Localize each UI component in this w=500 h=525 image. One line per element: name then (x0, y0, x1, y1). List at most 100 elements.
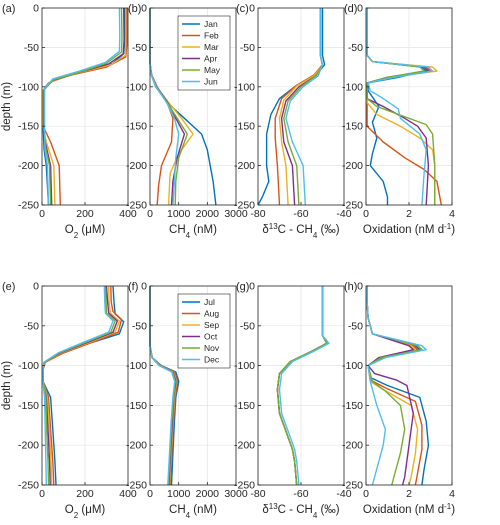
legend-entry-jul: Jul (204, 297, 215, 307)
panel-letter: (b) (128, 3, 141, 15)
x-tick-label: 2 (406, 208, 412, 220)
y-tick-label: -250 (234, 200, 255, 212)
y-tick-label: -200 (126, 440, 147, 452)
legend-entry-sep: Sep (204, 320, 219, 330)
panel-letter: (h) (344, 281, 357, 293)
y-tick-label: -50 (132, 320, 147, 332)
y-tick-label: -50 (348, 42, 363, 54)
y-tick-label: -150 (18, 121, 39, 133)
y-tick-label: -200 (342, 440, 363, 452)
panel-letter: (g) (236, 281, 249, 293)
x-axis-label: Oxidation (nM d-1) (363, 502, 455, 517)
x-tick-label: 200 (76, 488, 94, 500)
x-axis-label: CH4 (nM) (169, 224, 217, 240)
y-tick-label: -100 (126, 360, 147, 372)
y-tick-label: -250 (18, 200, 39, 212)
y-tick-label: -100 (342, 360, 363, 372)
y-tick-label: -50 (132, 42, 147, 54)
x-tick-label: -60 (293, 488, 308, 500)
x-tick-label: -40 (336, 208, 351, 220)
legend-entry-aug: Aug (204, 309, 219, 319)
y-tick-label: 0 (33, 281, 39, 293)
y-tick-label: -150 (234, 400, 255, 412)
x-tick-label: -40 (336, 488, 351, 500)
legend-entry-nov: Nov (204, 343, 220, 353)
x-tick-label: 400 (119, 488, 137, 500)
x-axis-label: O2 (μM) (65, 224, 106, 240)
y-tick-label: -150 (342, 400, 363, 412)
y-tick-label: -200 (234, 440, 255, 452)
y-tick-label: -250 (234, 480, 255, 492)
panel-letter: (e) (2, 281, 15, 293)
y-tick-label: -150 (18, 400, 39, 412)
x-tick-label: -80 (250, 208, 265, 220)
series-line-jun (366, 8, 434, 206)
y-tick-label: -250 (342, 200, 363, 212)
y-tick-label: 0 (249, 3, 255, 15)
legend-entry-mar: Mar (204, 42, 219, 52)
y-tick-label: -200 (18, 440, 39, 452)
y-tick-label: -150 (234, 121, 255, 133)
y-tick-label: -150 (126, 400, 147, 412)
x-axis-label: δ13C - CH4 (‰) (262, 502, 339, 520)
y-tick-label: 0 (141, 3, 147, 15)
y-tick-label: -50 (348, 320, 363, 332)
legend-entry-feb: Feb (204, 31, 219, 41)
axes-frame (149, 285, 237, 486)
y-tick-label: -250 (342, 480, 363, 492)
series-line-may (43, 7, 123, 206)
y-tick-label: 0 (141, 281, 147, 293)
y-tick-label: -200 (18, 160, 39, 172)
panel-a: 0 200 400 0 -50 -100 -150 -200 -250 O2 (μM) depth … (1, 3, 137, 240)
panel-e: 0 200 400 0 -50 -100 -150 -200 -250 O2 (μM) depth … (1, 281, 137, 520)
legend-entry-dec: Dec (204, 355, 220, 365)
series-line-jun (285, 8, 324, 206)
x-tick-label: 3000 (224, 488, 248, 500)
x-tick-label: 1000 (167, 488, 191, 500)
y-tick-label: -50 (240, 42, 255, 54)
panel-g: -80 -60 -40 0 -50 -100 -150 -200 -250 δ13C - CH4 … (234, 281, 352, 520)
y-tick-label: -250 (126, 480, 147, 492)
y-tick-label: -100 (126, 81, 147, 93)
panel-letter: (a) (2, 3, 15, 15)
panel-letter: (d) (344, 3, 357, 15)
legend-entry-apr: Apr (204, 54, 217, 64)
x-tick-label: 2 (406, 488, 412, 500)
y-tick-label: -50 (24, 320, 39, 332)
y-tick-label: 0 (357, 3, 363, 15)
series-line-dec (149, 286, 176, 486)
legend-entry-may: May (204, 65, 221, 75)
series-line-dec (42, 285, 114, 486)
y-tick-label: -100 (18, 360, 39, 372)
panel-f: 0 1000 2000 3000 0 -50 -100 -150 -200 -250 CH4 (nM… (126, 281, 248, 520)
y-tick-label: -150 (342, 121, 363, 133)
x-tick-label: 3000 (224, 208, 248, 220)
series-line-dec (278, 286, 330, 486)
x-tick-label: 0 (363, 208, 369, 220)
y-tick-label: -200 (126, 160, 147, 172)
y-tick-label: -100 (234, 360, 255, 372)
y-tick-label: -200 (234, 160, 255, 172)
x-tick-label: 200 (76, 208, 94, 220)
x-axis-label: O2 (μM) (65, 504, 106, 520)
x-tick-label: 1000 (167, 208, 191, 220)
y-tick-label: 0 (33, 3, 39, 15)
y-axis-label: depth (m) (1, 82, 13, 131)
y-tick-label: -100 (234, 81, 255, 93)
y-tick-label: -150 (126, 121, 147, 133)
x-axis-label: CH4 (nM) (169, 504, 217, 520)
panel-letter: (f) (128, 281, 138, 293)
legend-entry-jan: Jan (204, 19, 218, 29)
axes-frame (149, 7, 237, 206)
x-tick-label: 0 (39, 208, 45, 220)
y-tick-label: -100 (342, 81, 363, 93)
x-axis-label: Oxidation (nM d-1) (363, 222, 455, 237)
y-tick-label: -100 (18, 81, 39, 93)
x-tick-label: -60 (293, 208, 308, 220)
panel-letter: (c) (236, 3, 249, 15)
x-tick-label: 0 (147, 488, 153, 500)
y-tick-label: -50 (240, 320, 255, 332)
